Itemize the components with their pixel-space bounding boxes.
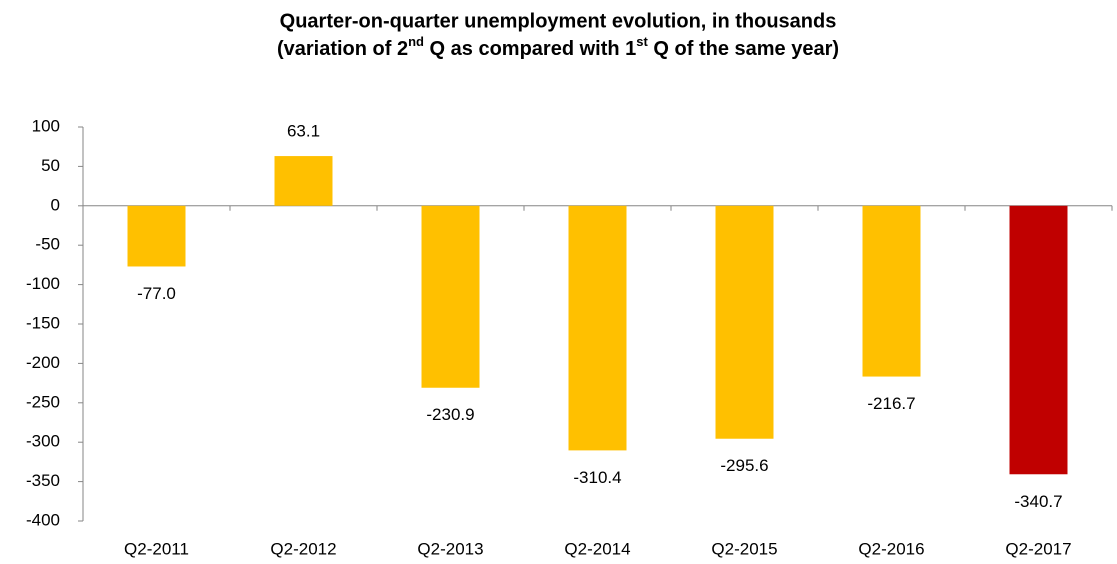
y-tick-label: -100 xyxy=(26,274,60,293)
x-tick-label: Q2-2014 xyxy=(564,539,630,558)
x-tick-label: Q2-2016 xyxy=(858,539,924,558)
chart-title: Quarter-on-quarter unemployment evolutio… xyxy=(280,10,837,32)
data-label: -216.7 xyxy=(867,394,915,413)
superscript: nd xyxy=(408,34,424,49)
x-tick-label: Q2-2017 xyxy=(1005,539,1071,558)
subtitle-part: Q of the same year) xyxy=(648,38,839,60)
x-tick-label: Q2-2012 xyxy=(270,539,336,558)
y-tick-label: 0 xyxy=(51,195,60,214)
data-label: 63.1 xyxy=(287,122,320,141)
x-tick-label: Q2-2013 xyxy=(417,539,483,558)
chart-subtitle: (variation of 2nd Q as compared with 1st… xyxy=(277,34,839,60)
y-tick-label: -250 xyxy=(26,392,60,411)
bar xyxy=(862,205,921,377)
data-label: -340.7 xyxy=(1014,492,1062,511)
subtitle-part: (variation of 2 xyxy=(277,38,408,60)
bar xyxy=(715,205,774,439)
y-tick-label: -50 xyxy=(35,235,60,254)
superscript: st xyxy=(636,34,648,49)
data-label: -77.0 xyxy=(137,284,176,303)
data-label: -295.6 xyxy=(720,456,768,475)
y-tick-label: -400 xyxy=(26,510,60,529)
y-tick-label: -300 xyxy=(26,432,60,451)
bar xyxy=(568,205,627,451)
y-tick-label: 50 xyxy=(41,156,60,175)
subtitle-part: Q as compared with 1 xyxy=(424,38,636,60)
y-tick-label: -200 xyxy=(26,353,60,372)
data-label: -230.9 xyxy=(426,405,474,424)
x-tick-label: Q2-2015 xyxy=(711,539,777,558)
bar xyxy=(274,156,333,206)
bar xyxy=(421,205,480,388)
bar xyxy=(1009,205,1068,475)
y-tick-label: -350 xyxy=(26,471,60,490)
y-tick-label: 100 xyxy=(32,116,60,135)
y-tick-label: -150 xyxy=(26,313,60,332)
bar xyxy=(127,205,186,267)
data-label: -310.4 xyxy=(573,468,621,487)
x-tick-label: Q2-2011 xyxy=(124,539,189,558)
